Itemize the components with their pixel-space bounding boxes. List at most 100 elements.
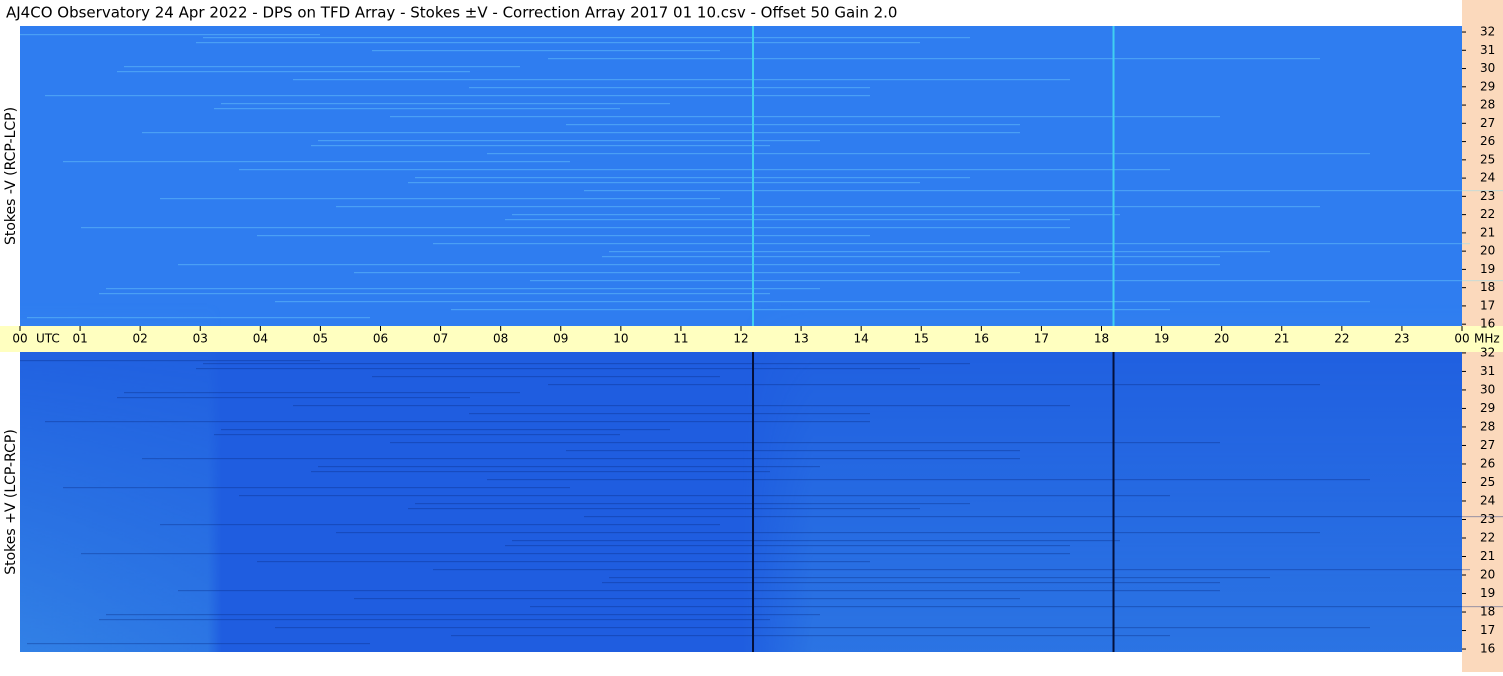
band-streak [354, 598, 1020, 600]
y-tick-label: 30 [1480, 61, 1495, 75]
band-streak [160, 524, 720, 526]
band-streak [196, 42, 920, 44]
y-tick-label: 21 [1480, 225, 1495, 239]
y-tick-label: 18 [1480, 280, 1495, 294]
band-streak [505, 545, 1070, 547]
band-streak [512, 540, 1120, 542]
band-streak [275, 627, 1370, 629]
band-streak [469, 413, 870, 415]
band-streak [311, 471, 770, 473]
x-tick-label: 15 [914, 332, 929, 346]
band-streak [390, 442, 1220, 444]
y-tick-label: 31 [1480, 43, 1495, 57]
y-tick-label: 18 [1480, 605, 1495, 619]
x-tick-label: 05 [313, 332, 328, 346]
band-streak [239, 495, 1170, 497]
y-tick-label: 17 [1480, 623, 1495, 637]
title: AJ4CO Observatory 24 Apr 2022 - DPS on T… [6, 4, 897, 22]
y-tick-label: 21 [1480, 549, 1495, 563]
y-tick-label: 27 [1480, 438, 1495, 452]
y-tick-label: 32 [1480, 25, 1495, 39]
band-streak [27, 317, 370, 319]
band-streak [117, 71, 470, 73]
y-tick-label: 23 [1480, 189, 1495, 203]
x-tick-label: 08 [493, 332, 508, 346]
x-tick-label: 14 [854, 332, 869, 346]
y-tick-label: 20 [1480, 244, 1495, 258]
x-tick-label: 00 [1454, 332, 1469, 346]
y-tick-label: 26 [1480, 134, 1495, 148]
band-streak [27, 643, 370, 645]
x-tick-label: 09 [553, 332, 568, 346]
y-tick-label: 25 [1480, 475, 1495, 489]
band-streak [142, 458, 1020, 460]
band-streak [487, 153, 1370, 155]
band-streak [20, 360, 320, 362]
x-tick-label: 00 [12, 332, 27, 346]
band-streak [336, 206, 1320, 208]
band-streak [390, 116, 1220, 118]
y-axis-label: Stokes -V (RCP-LCP) [3, 107, 19, 245]
x-tick-label: 16 [974, 332, 989, 346]
x-tick-label: 19 [1154, 332, 1169, 346]
band-streak [20, 34, 320, 36]
x-tick-label: 02 [133, 332, 148, 346]
band-streak [415, 177, 970, 179]
y-tick-label: 30 [1480, 382, 1495, 396]
x-tick-label: 07 [433, 332, 448, 346]
band-streak [566, 124, 1020, 126]
band-streak [318, 140, 820, 142]
band-streak [566, 450, 1020, 452]
band-streak [548, 384, 1320, 386]
y-tick-label: 17 [1480, 298, 1495, 312]
freq-unit: MHz [1474, 332, 1500, 346]
band-streak [142, 132, 1020, 134]
band-streak [45, 421, 870, 423]
band-streak [63, 487, 570, 489]
band-streak [45, 95, 870, 97]
band-streak [372, 50, 720, 52]
x-tick-label: 03 [193, 332, 208, 346]
y-tick-label: 25 [1480, 152, 1495, 166]
band-streak [221, 429, 670, 431]
band-streak [602, 582, 1220, 584]
band-streak [548, 58, 1320, 60]
band-streak [451, 309, 1170, 311]
y-tick-label: 29 [1480, 79, 1495, 93]
band-streak [487, 479, 1370, 481]
band-streak [354, 272, 1020, 274]
band-streak [106, 614, 820, 616]
y-tick-label: 16 [1480, 317, 1495, 331]
band-streak [609, 251, 1270, 253]
band-streak [318, 466, 820, 468]
band-streak [609, 577, 1270, 579]
y-axis-label: Stokes +V (LCP-RCP) [3, 429, 19, 575]
y-tick-label: 28 [1480, 419, 1495, 433]
spectrogram-glow [20, 26, 1462, 326]
band-streak [415, 503, 970, 505]
band-streak [196, 368, 920, 370]
y-tick-label: 19 [1480, 262, 1495, 276]
y-tick-label: 28 [1480, 98, 1495, 112]
band-streak [106, 288, 820, 290]
band-streak [293, 405, 1070, 407]
band-streak [433, 569, 1470, 571]
x-tick-label: 12 [733, 332, 748, 346]
y-tick-label: 24 [1480, 493, 1495, 507]
band-streak [433, 243, 1470, 245]
band-streak [584, 190, 1503, 192]
time-strip [0, 326, 1503, 352]
y-tick-label: 23 [1480, 512, 1495, 526]
band-streak [408, 508, 920, 510]
band-streak [584, 516, 1503, 518]
band-streak [469, 87, 870, 89]
band-streak [505, 219, 1070, 221]
x-tick-label: 04 [253, 332, 268, 346]
y-tick-label: 22 [1480, 530, 1495, 544]
x-tick-label: 11 [673, 332, 688, 346]
x-tick-label: 10 [613, 332, 628, 346]
band-streak [203, 363, 970, 365]
band-streak [117, 397, 470, 399]
band-streak [81, 227, 1070, 229]
band-streak [160, 198, 720, 200]
